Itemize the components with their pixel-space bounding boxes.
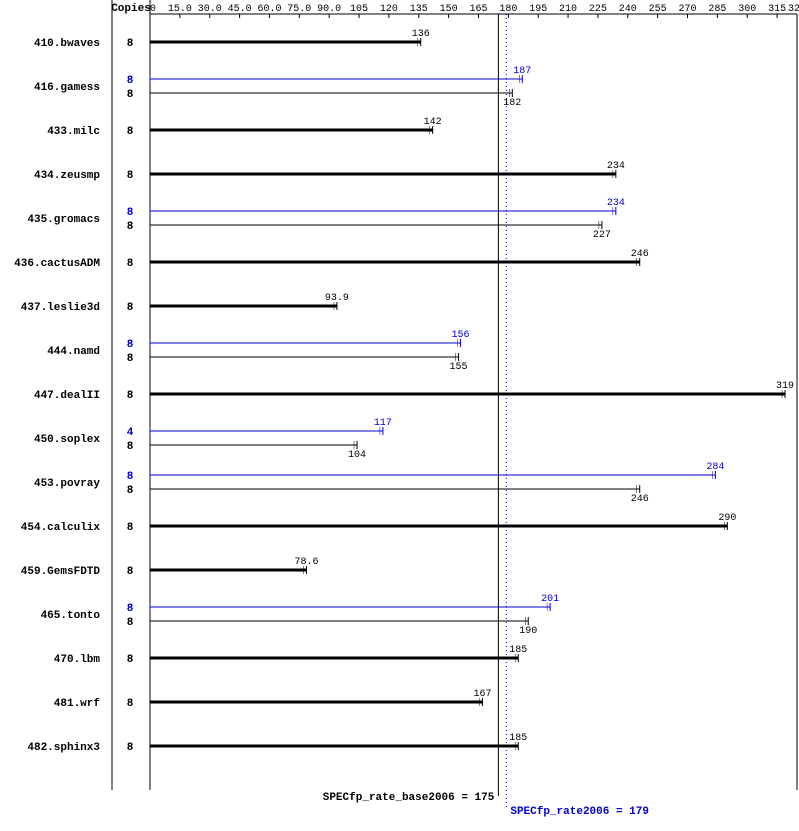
value-label: 142	[424, 117, 442, 128]
benchmark-label: 482.sphinx3	[27, 742, 100, 754]
x-tick-label: 90.0	[317, 4, 341, 15]
copies-value: 8	[127, 617, 134, 629]
copies-value: 8	[127, 221, 134, 233]
copies-value: 8	[127, 258, 134, 270]
copies-value: 8	[127, 441, 134, 453]
benchmark-label: 436.cactusADM	[14, 258, 100, 270]
copies-value: 8	[127, 353, 134, 365]
copies-header: Copies	[111, 3, 151, 15]
x-tick-label: 300	[738, 4, 756, 15]
benchmark-label: 416.gamess	[34, 82, 100, 94]
benchmark-label: 433.milc	[47, 126, 100, 138]
value-label: 234	[607, 161, 625, 172]
copies-value: 8	[127, 742, 134, 754]
value-label: 93.9	[325, 293, 349, 304]
x-tick-label: 225	[589, 4, 607, 15]
x-tick-label: 75.0	[287, 4, 311, 15]
value-label: 156	[452, 330, 470, 341]
benchmark-label: 444.namd	[47, 346, 100, 358]
x-tick-label: 60.0	[257, 4, 281, 15]
x-tick-label: 0	[150, 4, 156, 15]
copies-value: 8	[127, 698, 134, 710]
copies-value: 8	[127, 471, 134, 483]
x-tick-label: 105	[350, 4, 368, 15]
benchmark-label: 454.calculix	[21, 522, 101, 534]
copies-value: 8	[127, 89, 134, 101]
copies-value: 8	[127, 603, 134, 615]
x-tick-label: 120	[380, 4, 398, 15]
copies-value: 8	[127, 207, 134, 219]
benchmark-label: 437.leslie3d	[21, 302, 100, 314]
benchmark-label: 453.povray	[34, 478, 100, 490]
x-tick-label: 240	[619, 4, 637, 15]
x-tick-label: 180	[499, 4, 517, 15]
peak-ref-label: SPECfp_rate2006 = 179	[510, 806, 649, 818]
benchmark-label: 459.GemsFDTD	[21, 566, 101, 578]
copies-value: 8	[127, 522, 134, 534]
value-label: 182	[503, 98, 521, 109]
value-label: 234	[607, 198, 625, 209]
copies-value: 8	[127, 654, 134, 666]
value-label: 185	[509, 733, 527, 744]
value-label: 227	[593, 230, 611, 241]
benchmark-label: 410.bwaves	[34, 38, 100, 50]
value-label: 290	[718, 513, 736, 524]
x-tick-label: 135	[410, 4, 428, 15]
value-label: 78.6	[294, 557, 318, 568]
benchmark-label: 470.lbm	[54, 654, 101, 666]
copies-value: 4	[127, 427, 134, 439]
x-tick-label: 30.0	[198, 4, 222, 15]
value-label: 155	[450, 362, 468, 373]
x-tick-label: 315	[768, 4, 786, 15]
x-tick-label: 325	[788, 4, 799, 15]
x-tick-label: 210	[559, 4, 577, 15]
copies-value: 8	[127, 75, 134, 87]
base-ref-label: SPECfp_rate_base2006 = 175	[323, 792, 495, 804]
copies-value: 8	[127, 302, 134, 314]
x-tick-label: 195	[529, 4, 547, 15]
benchmark-label: 465.tonto	[41, 610, 101, 622]
copies-value: 8	[127, 485, 134, 497]
benchmark-label: 435.gromacs	[27, 214, 100, 226]
copies-value: 8	[127, 390, 134, 402]
benchmark-label: 450.soplex	[34, 434, 100, 446]
spec-chart: Copies0 15.0 30.0 45.0 60.0 75.0 90.0 105 120 135…	[0, 0, 799, 831]
value-label: 185	[509, 645, 527, 656]
x-tick-label: 285	[708, 4, 726, 15]
x-tick-label: 270	[678, 4, 696, 15]
copies-value: 8	[127, 170, 134, 182]
benchmark-label: 434.zeusmp	[34, 170, 100, 182]
value-label: 167	[473, 689, 491, 700]
value-label: 201	[541, 594, 559, 605]
value-label: 246	[631, 494, 649, 505]
benchmark-label: 481.wrf	[54, 698, 101, 710]
x-tick-label: 150	[440, 4, 458, 15]
value-label: 246	[631, 249, 649, 260]
value-label: 104	[348, 450, 366, 461]
value-label: 117	[374, 418, 392, 429]
x-tick-label: 255	[649, 4, 667, 15]
chart-canvas: Copies0 15.0 30.0 45.0 60.0 75.0 90.0 105 120 135…	[0, 0, 799, 831]
copies-value: 8	[127, 339, 134, 351]
x-tick-label: 165	[469, 4, 487, 15]
value-label: 319	[776, 381, 794, 392]
copies-value: 8	[127, 126, 134, 138]
value-label: 284	[706, 462, 724, 473]
copies-value: 8	[127, 38, 134, 50]
value-label: 136	[412, 29, 430, 40]
x-tick-label: 15.0	[168, 4, 192, 15]
copies-value: 8	[127, 566, 134, 578]
value-label: 187	[513, 66, 531, 77]
benchmark-label: 447.dealII	[34, 390, 100, 402]
x-tick-label: 45.0	[228, 4, 252, 15]
value-label: 190	[519, 626, 537, 637]
